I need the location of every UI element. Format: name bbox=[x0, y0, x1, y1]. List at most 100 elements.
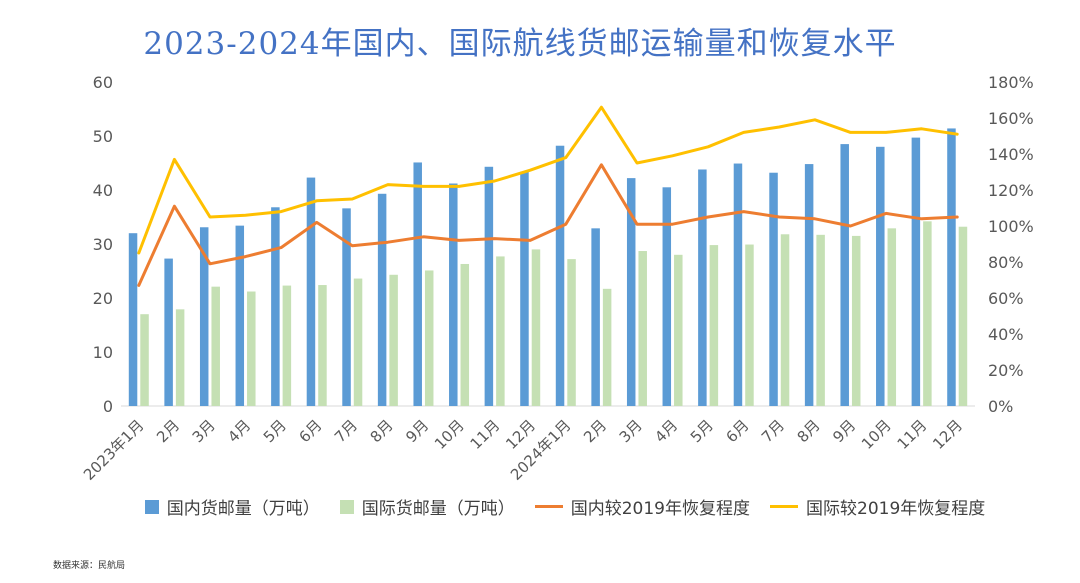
bar-domestic-volume bbox=[342, 208, 351, 406]
y-right-tick-label: 140% bbox=[988, 145, 1034, 164]
bar-domestic-volume bbox=[377, 193, 387, 406]
bar-domestic-volume bbox=[555, 145, 565, 406]
bar-international-volume bbox=[389, 274, 398, 406]
legend-swatch-international-volume bbox=[339, 499, 354, 514]
y-right-tick-label: 100% bbox=[988, 217, 1034, 236]
bar-international-volume bbox=[745, 244, 754, 406]
bar-international-volume bbox=[247, 291, 256, 406]
y-left-tick-label: 50 bbox=[93, 127, 113, 146]
bar-international-volume bbox=[282, 285, 292, 406]
y-left-tick-label: 60 bbox=[93, 73, 113, 92]
x-category-label: 6月 bbox=[295, 416, 325, 446]
y-left-tick-label: 40 bbox=[93, 181, 113, 200]
bar-domestic-volume bbox=[911, 137, 921, 406]
bar-domestic-volume bbox=[128, 233, 138, 406]
bar-domestic-volume bbox=[733, 163, 743, 406]
y-left-tick-label: 0 bbox=[103, 397, 113, 416]
x-category-label: 3月 bbox=[189, 416, 219, 446]
bar-international-volume bbox=[211, 286, 220, 406]
bar-domestic-volume bbox=[876, 146, 885, 407]
bar-international-volume bbox=[318, 285, 327, 406]
y-right-tick-label: 20% bbox=[988, 361, 1024, 380]
y-left-tick-label: 30 bbox=[93, 235, 113, 254]
legend: 国内货邮量（万吨） 国际货邮量（万吨） 国内较2019年恢复程度 国际较2019… bbox=[0, 494, 1080, 519]
bar-international-volume bbox=[674, 254, 683, 406]
bar-domestic-volume bbox=[413, 162, 422, 406]
bar-international-volume bbox=[531, 249, 541, 406]
bar-domestic-volume bbox=[769, 172, 778, 406]
bar-domestic-volume bbox=[698, 169, 707, 406]
x-category-label: 6月 bbox=[722, 416, 752, 446]
bar-domestic-volume bbox=[449, 183, 458, 406]
legend-swatch-domestic-volume bbox=[144, 499, 159, 514]
x-category-label: 7月 bbox=[758, 416, 788, 446]
bar-domestic-volume bbox=[306, 177, 316, 406]
bar-international-volume bbox=[638, 251, 647, 406]
bar-international-volume bbox=[602, 288, 612, 406]
bar-international-volume bbox=[816, 234, 825, 406]
x-category-label: 9月 bbox=[402, 416, 432, 446]
bar-domestic-volume bbox=[271, 207, 280, 406]
y-right-tick-label: 60% bbox=[988, 289, 1024, 308]
y-right-tick-label: 0% bbox=[988, 397, 1013, 416]
bar-domestic-volume bbox=[662, 187, 672, 406]
bar-domestic-volume bbox=[840, 144, 849, 406]
x-category-label: 11月 bbox=[467, 416, 504, 453]
bar-international-volume bbox=[496, 256, 505, 406]
x-category-label: 5月 bbox=[260, 416, 290, 446]
bar-international-volume bbox=[424, 270, 434, 406]
bar-domestic-volume bbox=[235, 225, 245, 406]
bar-international-volume bbox=[958, 226, 968, 406]
bar-international-volume bbox=[923, 221, 932, 406]
x-category-label: 11月 bbox=[894, 416, 931, 453]
y-left-tick-label: 20 bbox=[93, 289, 113, 308]
bar-domestic-volume bbox=[626, 178, 636, 406]
bar-international-volume bbox=[175, 309, 185, 406]
bar-domestic-volume bbox=[591, 228, 600, 406]
bar-international-volume bbox=[851, 235, 861, 406]
x-category-label: 12月 bbox=[929, 416, 966, 453]
bar-domestic-volume bbox=[947, 128, 956, 406]
legend-swatch-international-recovery bbox=[770, 505, 798, 508]
legend-item-domestic-recovery: 国内较2019年恢复程度 bbox=[534, 494, 750, 519]
legend-item-international-volume: 国际货邮量（万吨） bbox=[339, 494, 515, 519]
y-left-tick-label: 10 bbox=[93, 343, 113, 362]
x-category-label: 8月 bbox=[367, 416, 397, 446]
x-category-label: 10月 bbox=[858, 416, 895, 453]
legend-label-domestic-recovery: 国内较2019年恢复程度 bbox=[570, 499, 750, 519]
x-category-label: 2023年1月 bbox=[80, 416, 148, 484]
x-category-label: 7月 bbox=[331, 416, 361, 446]
legend-item-domestic-volume: 国内货邮量（万吨） bbox=[144, 494, 320, 519]
y-right-tick-label: 180% bbox=[988, 73, 1034, 92]
bar-international-volume bbox=[140, 314, 149, 406]
y-right-tick-label: 80% bbox=[988, 253, 1024, 272]
x-category-label: 3月 bbox=[616, 416, 646, 446]
x-category-label: 10月 bbox=[431, 416, 468, 453]
bar-domestic-volume bbox=[199, 227, 209, 406]
bar-international-volume bbox=[887, 228, 897, 406]
x-category-label: 4月 bbox=[651, 416, 681, 446]
y-right-tick-label: 40% bbox=[988, 325, 1024, 344]
bar-domestic-volume bbox=[804, 164, 814, 406]
line-domestic-recovery bbox=[137, 163, 959, 287]
x-category-label: 2月 bbox=[153, 416, 183, 446]
x-category-label: 2月 bbox=[580, 416, 610, 446]
x-category-label: 5月 bbox=[687, 416, 717, 446]
y-right-tick-label: 120% bbox=[988, 181, 1034, 200]
legend-label-domestic-volume: 国内货邮量（万吨） bbox=[166, 499, 320, 519]
bar-domestic-volume bbox=[520, 171, 529, 406]
source-note: 数据来源：民航局 bbox=[53, 561, 126, 571]
bar-international-volume bbox=[353, 278, 363, 406]
x-category-label: 9月 bbox=[829, 416, 859, 446]
x-category-label: 4月 bbox=[224, 416, 254, 446]
y-right-tick-label: 160% bbox=[988, 109, 1034, 128]
chart-title: 2023-2024年国内、国际航线货邮运输量和恢复水平 bbox=[143, 26, 897, 62]
bar-domestic-volume bbox=[164, 258, 173, 406]
bar-international-volume bbox=[567, 259, 576, 406]
legend-label-international-volume: 国际货邮量（万吨） bbox=[361, 499, 515, 519]
legend-label-international-recovery: 国际较2019年恢复程度 bbox=[806, 499, 986, 519]
bar-international-volume bbox=[460, 263, 470, 406]
line-international-recovery bbox=[137, 105, 959, 255]
bar-international-volume bbox=[780, 234, 790, 406]
legend-item-international-recovery: 国际较2019年恢复程度 bbox=[770, 494, 985, 519]
